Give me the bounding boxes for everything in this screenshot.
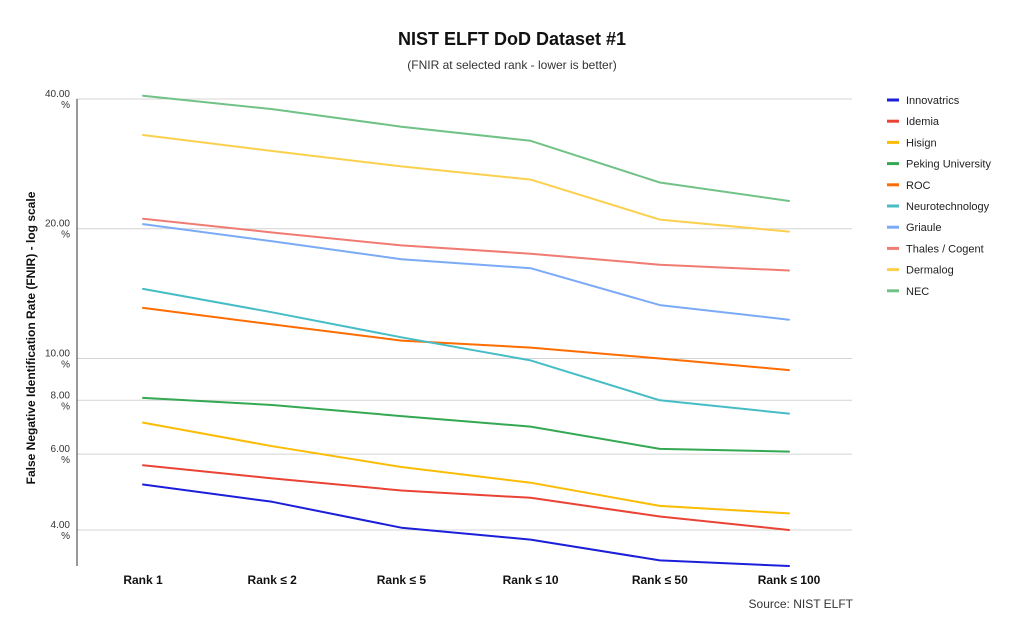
y-tick-label: 20.00 xyxy=(45,219,70,230)
grid-lines xyxy=(77,98,852,531)
y-tick-unit: % xyxy=(61,230,70,241)
legend-entry: Griaule xyxy=(906,222,941,234)
y-tick-unit: % xyxy=(61,401,70,412)
y-tick-label: 10.00 xyxy=(45,348,70,359)
x-tick-label: Rank ≤ 100 xyxy=(758,573,821,587)
series-line-neurotechnology xyxy=(142,287,790,415)
x-tick-label: Rank ≤ 2 xyxy=(248,573,298,587)
x-tick-label: Rank ≤ 10 xyxy=(503,573,559,587)
chart-title: NIST ELFT DoD Dataset #1 xyxy=(397,29,627,49)
legend-entry: Idemia xyxy=(906,116,940,128)
y-tick-label: 6.00 xyxy=(51,444,71,455)
legend-entry: Peking University xyxy=(906,159,991,171)
legend-entry: Hisign xyxy=(906,137,937,149)
legend-entry: Neurotechnology xyxy=(906,201,990,213)
y-tick-label: 8.00 xyxy=(51,390,71,401)
x-axis-labels: Rank 1 Rank ≤ 2 Rank ≤ 5 Rank ≤ 10 Rank ≤ 50… xyxy=(123,573,820,587)
y-tick-unit: % xyxy=(61,359,70,370)
legend: Innovatrics Idemia Hisign Peking University… xyxy=(887,95,991,298)
series-line-hisign xyxy=(142,421,790,515)
y-tick-unit: % xyxy=(61,531,70,542)
y-tick-unit: % xyxy=(61,455,70,466)
y-axis-label: False Negative Identification Rate (FNIR… xyxy=(24,191,38,484)
x-tick-label: Rank ≤ 5 xyxy=(377,573,427,587)
series-line-peking-university xyxy=(142,396,790,453)
series-line-nec xyxy=(142,94,790,202)
legend-entry: Innovatrics xyxy=(906,95,960,107)
series-line-idemia xyxy=(142,464,790,531)
legend-entry: ROC xyxy=(906,180,931,192)
legend-entry: Thales / Cogent xyxy=(906,243,984,255)
legend-entry: NEC xyxy=(906,286,929,298)
x-tick-label: Rank 1 xyxy=(123,573,163,587)
y-tick-label: 40.00 xyxy=(45,89,70,100)
y-tick-unit: % xyxy=(61,100,70,111)
chart-subtitle: (FNIR at selected rank - lower is better… xyxy=(407,58,617,72)
series-line-dermalog xyxy=(142,134,790,233)
source-note: Source: NIST ELFT xyxy=(748,597,853,611)
y-axis-ticks: 4.00%6.00%8.00%10.00%20.00%40.00% xyxy=(45,89,70,542)
series-line-innovatrics xyxy=(142,483,790,567)
legend-entry: Dermalog xyxy=(906,265,954,277)
series-line-roc xyxy=(142,306,790,372)
series-line-thales-cogent xyxy=(142,217,790,272)
x-tick-label: Rank ≤ 50 xyxy=(632,573,688,587)
series-line-griaule xyxy=(142,223,790,321)
y-tick-label: 4.00 xyxy=(51,520,71,531)
series-lines xyxy=(142,94,790,567)
